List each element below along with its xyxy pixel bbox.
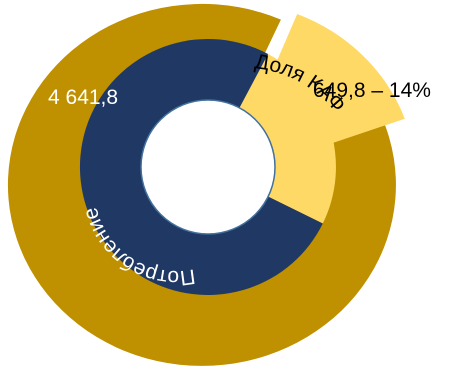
donut-hole <box>140 99 276 235</box>
outer-slice-label-share: 649,8 – 14% <box>313 79 431 102</box>
inner-slice-consumption <box>79 38 323 295</box>
inner-slice-share <box>239 54 336 224</box>
outer-slice-label-consumption: 4 641,8 <box>48 86 118 109</box>
inner-ring <box>79 38 336 295</box>
